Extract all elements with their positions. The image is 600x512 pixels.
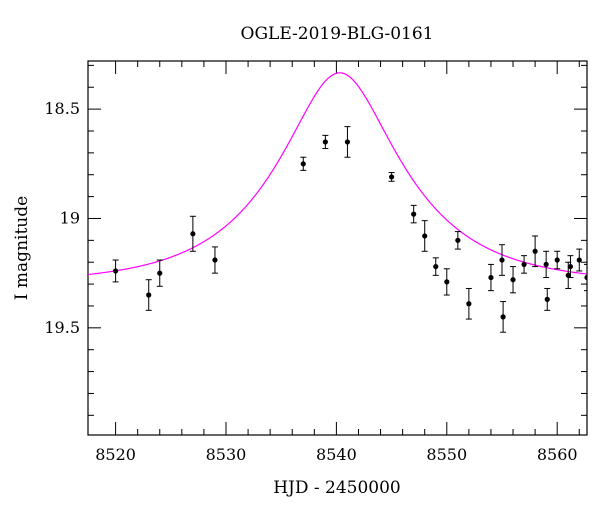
data-marker xyxy=(190,231,196,237)
data-point xyxy=(443,268,450,296)
data-marker xyxy=(411,211,417,217)
data-marker xyxy=(488,274,494,281)
data-marker xyxy=(576,257,582,263)
x-tick-label: 8560 xyxy=(537,445,578,464)
data-marker xyxy=(499,257,505,263)
data-point xyxy=(300,156,307,171)
data-point xyxy=(322,134,329,149)
data-marker xyxy=(157,270,163,276)
y-tick-label: 19 xyxy=(60,208,80,227)
data-marker xyxy=(344,139,351,145)
chart-title: OGLE-2019-BLG-0161 xyxy=(241,24,434,44)
data-marker xyxy=(444,279,450,285)
data-marker xyxy=(112,268,119,274)
data-point xyxy=(454,231,461,250)
x-tick-label: 8530 xyxy=(206,445,247,464)
data-point xyxy=(211,246,218,274)
axis-ticks xyxy=(88,61,587,435)
data-point xyxy=(498,244,505,276)
data-point xyxy=(432,257,439,276)
data-point xyxy=(567,255,574,279)
data-point xyxy=(554,250,561,270)
data-point xyxy=(421,220,428,252)
data-marker xyxy=(532,248,538,254)
data-point xyxy=(543,250,550,279)
data-point xyxy=(112,259,119,283)
data-marker xyxy=(300,161,306,167)
data-marker xyxy=(500,314,506,320)
data-marker xyxy=(433,263,439,270)
data-point xyxy=(410,204,417,224)
data-marker xyxy=(422,233,428,239)
x-axis-label: HJD - 2450000 xyxy=(273,478,401,498)
clipped-plot xyxy=(88,72,587,333)
data-marker xyxy=(521,261,527,268)
data-point xyxy=(544,287,551,311)
x-tick-label: 8550 xyxy=(426,445,467,464)
y-axis-label: I magnitude xyxy=(12,196,32,300)
data-marker xyxy=(466,301,472,307)
data-point xyxy=(576,248,583,272)
data-marker xyxy=(146,292,152,298)
model-curve xyxy=(88,72,587,276)
y-tick-label: 19.5 xyxy=(44,318,80,337)
data-marker xyxy=(543,261,549,268)
data-marker xyxy=(388,174,395,180)
data-point xyxy=(584,263,587,292)
data-point xyxy=(344,126,351,158)
data-point xyxy=(521,255,528,274)
data-marker xyxy=(584,274,587,281)
data-marker xyxy=(212,257,218,263)
data-point xyxy=(189,215,196,252)
data-point xyxy=(500,301,507,333)
y-tick-label: 18.5 xyxy=(44,99,80,118)
data-point xyxy=(487,263,494,292)
data-marker xyxy=(455,237,461,243)
data-marker xyxy=(567,263,574,270)
tick-labels: 8520 8530 8540 8550 8560 18.5 19 19.5 xyxy=(44,99,577,464)
data-point xyxy=(145,279,152,311)
plot-area xyxy=(88,72,587,333)
data-marker xyxy=(544,296,550,302)
data-point xyxy=(156,259,163,287)
data-point xyxy=(532,235,539,268)
x-tick-label: 8520 xyxy=(95,445,136,464)
data-marker xyxy=(510,277,516,283)
data-marker xyxy=(322,139,328,145)
x-tick-label: 8540 xyxy=(316,445,357,464)
data-marker xyxy=(565,272,571,278)
plot-frame xyxy=(87,60,588,436)
data-point xyxy=(465,287,472,320)
data-point xyxy=(510,266,517,294)
data-marker xyxy=(554,257,560,263)
data-point xyxy=(388,172,395,182)
